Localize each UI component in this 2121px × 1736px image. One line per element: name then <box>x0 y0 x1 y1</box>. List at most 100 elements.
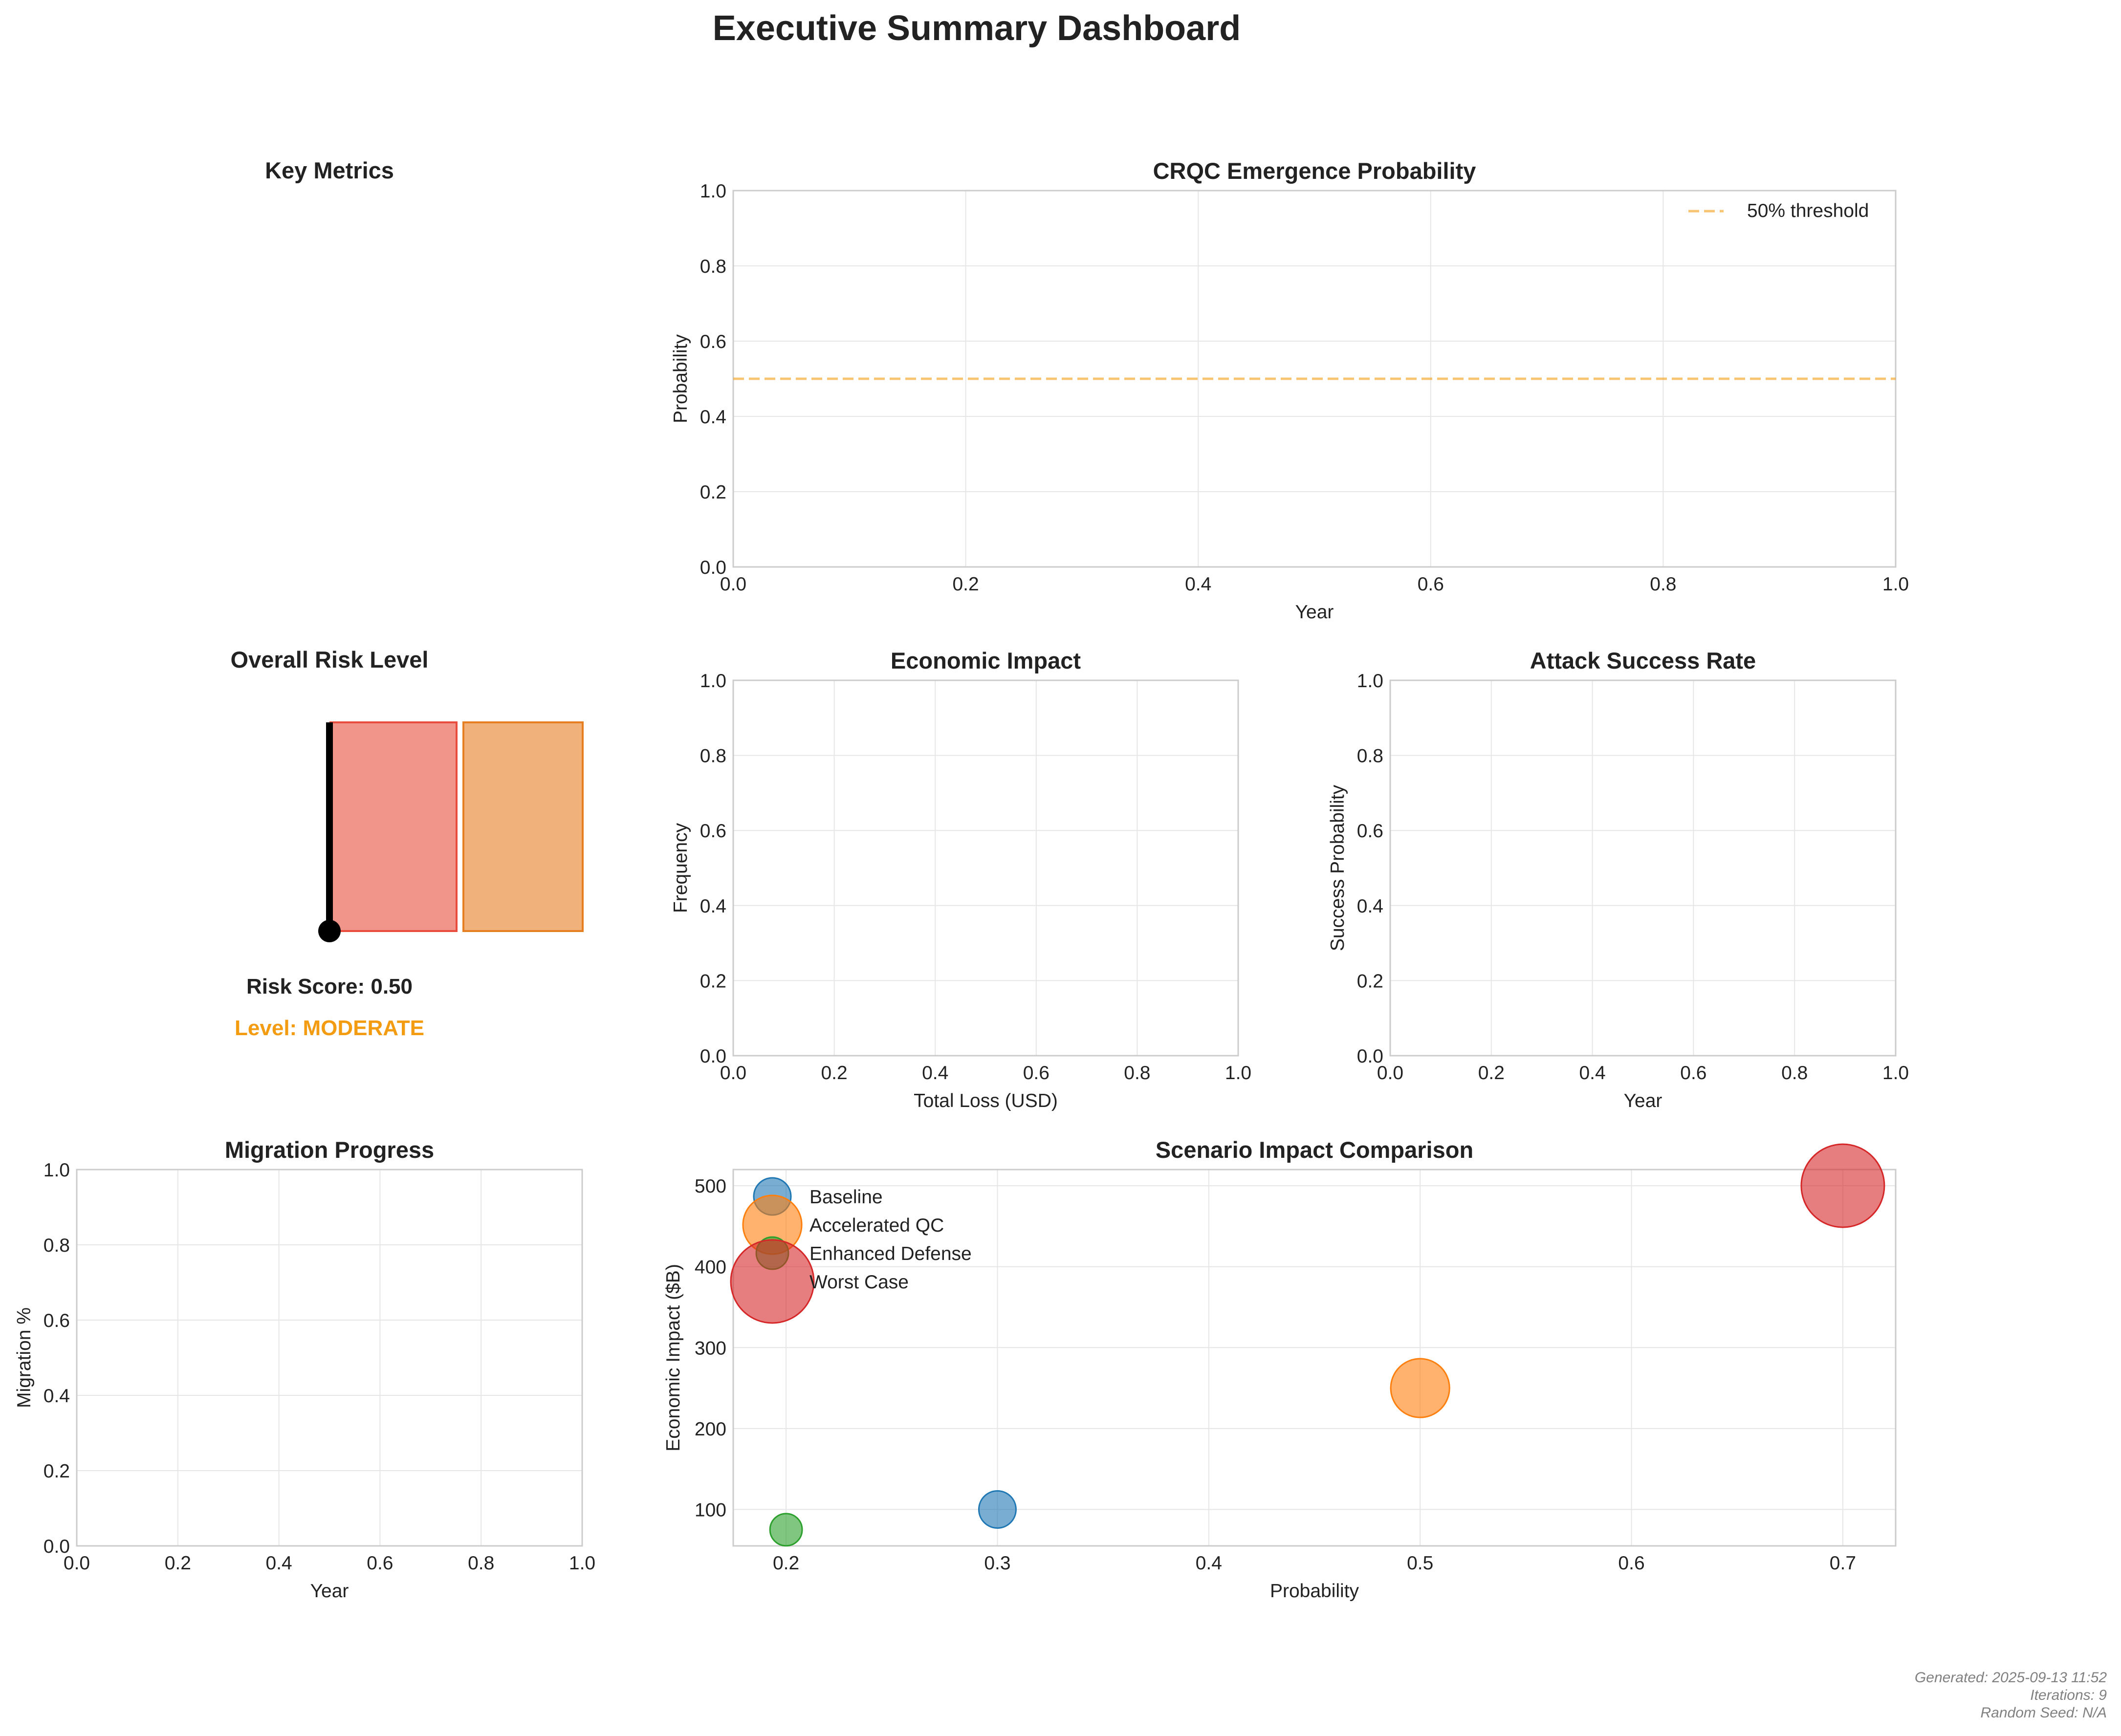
y-tick-label: 0.0 <box>700 1046 726 1067</box>
y-tick-label: 1.0 <box>700 671 726 692</box>
x-tick-label: 0.0 <box>720 1063 746 1084</box>
plot-frame <box>1389 679 1897 1057</box>
y-tick-label: 0.6 <box>1357 821 1383 842</box>
x-tick-label: 0.4 <box>1185 574 1211 595</box>
crqc-probability-chart: 0.0 0.2 0.4 0.6 0.8 1.0 0.0 0.2 0.4 0.6 0.8 1.0 CRQC… <box>670 158 1909 623</box>
scatter-point-worst-case <box>1800 1143 1885 1228</box>
economic-impact-chart: 0.0 0.2 0.4 0.6 0.8 1.0 0.0 0.2 0.4 0.6 0.8 1.0 Econ… <box>670 648 1251 1111</box>
x-tick-label: 0.6 <box>1618 1553 1644 1574</box>
y-axis-label: Economic Impact ($B) <box>663 1264 684 1452</box>
plot-area <box>733 680 1238 1056</box>
plot-area <box>733 1170 1896 1546</box>
x-tick-label: 0.2 <box>821 1063 847 1084</box>
y-tick-label: 0.8 <box>44 1235 70 1256</box>
scatter-point-baseline <box>978 1490 1017 1529</box>
y-axis-label: Success Probability <box>1327 784 1348 951</box>
x-tick-label: 0.6 <box>1023 1063 1050 1084</box>
key-metrics-title: Key Metrics <box>265 157 394 183</box>
x-tick-label: 0.8 <box>1650 574 1676 595</box>
y-axis-label: Probability <box>670 334 691 423</box>
risk-score-text: Risk Score: 0.50 <box>246 975 413 998</box>
scenario-impact-chart: 0.2 0.3 0.4 0.5 0.6 0.7 100 200 300 400 500 Scenari… <box>663 1137 1897 1602</box>
legend-marker <box>730 1239 815 1324</box>
chart-title: Migration Progress <box>225 1137 434 1163</box>
x-tick-label: 0.4 <box>265 1553 292 1574</box>
x-tick-label: 0.0 <box>1377 1063 1403 1084</box>
risk-level-text: Level: MODERATE <box>235 1016 424 1040</box>
chart-title: Economic Impact <box>891 648 1081 673</box>
migration-progress-chart: 0.0 0.2 0.4 0.6 0.8 1.0 0.0 0.2 0.4 0.6 0.8 1.0 Migr… <box>14 1137 595 1602</box>
x-tick-label: 0.3 <box>984 1553 1010 1574</box>
risk-gauge-title: Overall Risk Level <box>231 647 429 673</box>
x-axis-label: Year <box>310 1581 349 1602</box>
x-tick-label: 0.7 <box>1830 1553 1856 1574</box>
plot-frame <box>732 679 1239 1057</box>
chart-title: CRQC Emergence Probability <box>1153 158 1476 184</box>
x-tick-label: 0.0 <box>720 574 746 595</box>
y-tick-label: 400 <box>695 1257 726 1278</box>
legend-label: Worst Case <box>809 1272 909 1293</box>
chart-title: Attack Success Rate <box>1530 648 1756 673</box>
x-tick-label: 0.8 <box>1124 1063 1150 1084</box>
y-tick-label: 0.8 <box>700 746 726 767</box>
y-tick-label: 0.2 <box>44 1461 70 1482</box>
y-tick-label: 0.6 <box>700 331 726 352</box>
x-tick-label: 0.2 <box>773 1553 799 1574</box>
x-axis-label: Total Loss (USD) <box>914 1090 1058 1111</box>
legend-label: Enhanced Defense <box>809 1243 972 1264</box>
attack-success-chart: 0.0 0.2 0.4 0.6 0.8 1.0 0.0 0.2 0.4 0.6 0.8 1.0 Atta… <box>1327 648 1909 1111</box>
x-axis-label: Probability <box>1270 1581 1359 1602</box>
y-tick-label: 0.2 <box>700 971 726 992</box>
x-tick-label: 1.0 <box>569 1553 595 1574</box>
x-tick-label: 0.2 <box>1478 1063 1505 1084</box>
y-tick-label: 0.4 <box>1357 896 1383 917</box>
y-tick-label: 0.6 <box>700 821 726 842</box>
y-tick-label: 0.4 <box>700 407 726 428</box>
y-tick-label: 0.2 <box>1357 971 1383 992</box>
x-tick-label: 0.5 <box>1407 1553 1433 1574</box>
gauge-segment-high <box>329 721 458 932</box>
x-axis-label: Year <box>1295 602 1334 623</box>
y-axis-label: Migration % <box>14 1307 35 1408</box>
y-tick-label: 0.4 <box>44 1386 70 1407</box>
y-tick-label: 0.8 <box>1357 746 1383 767</box>
y-axis-label: Frequency <box>670 823 691 913</box>
scatter-point-enhanced-defense <box>769 1513 803 1547</box>
y-tick-label: 1.0 <box>700 181 726 202</box>
gauge-segment-moderate <box>462 721 584 932</box>
x-tick-label: 1.0 <box>1225 1063 1251 1084</box>
x-tick-label: 0.2 <box>165 1553 191 1574</box>
footer-iterations: Iterations: 9 <box>2030 1687 2107 1703</box>
legend-threshold-label: 50% threshold <box>1747 200 1869 221</box>
y-tick-label: 0.4 <box>700 896 726 917</box>
x-tick-label: 0.4 <box>922 1063 948 1084</box>
footer-seed: Random Seed: N/A <box>1981 1705 2107 1721</box>
footer-generated: Generated: 2025-09-13 11:52 <box>1915 1670 2107 1686</box>
y-tick-label: 100 <box>695 1499 726 1520</box>
scatter-point-accelerated-qc <box>1390 1358 1450 1418</box>
y-tick-label: 200 <box>695 1419 726 1440</box>
legend-label: Baseline <box>809 1187 883 1208</box>
x-tick-label: 1.0 <box>1882 1063 1909 1084</box>
x-tick-label: 0.4 <box>1196 1553 1222 1574</box>
risk-gauge-panel: Overall Risk Level Risk Score: 0.50 Leve… <box>231 647 584 1040</box>
y-tick-label: 0.0 <box>700 557 726 578</box>
y-tick-label: 300 <box>695 1338 726 1359</box>
x-tick-label: 0.8 <box>468 1553 494 1574</box>
dashboard-title: Executive Summary Dashboard <box>713 9 1241 48</box>
x-tick-label: 0.4 <box>1579 1063 1605 1084</box>
x-tick-label: 0.6 <box>1418 574 1444 595</box>
x-tick-label: 0.8 <box>1781 1063 1808 1084</box>
y-tick-label: 0.0 <box>44 1536 70 1557</box>
plot-frame <box>732 1169 1897 1547</box>
y-tick-label: 0.6 <box>44 1310 70 1331</box>
plot-area <box>1390 680 1896 1056</box>
legend-label: Accelerated QC <box>809 1215 944 1236</box>
x-tick-label: 0.2 <box>952 574 979 595</box>
x-tick-label: 0.6 <box>1680 1063 1706 1084</box>
y-tick-label: 500 <box>695 1176 726 1197</box>
y-tick-label: 0.8 <box>700 256 726 277</box>
x-tick-label: 0.6 <box>367 1553 393 1574</box>
y-tick-label: 0.0 <box>1357 1046 1383 1067</box>
